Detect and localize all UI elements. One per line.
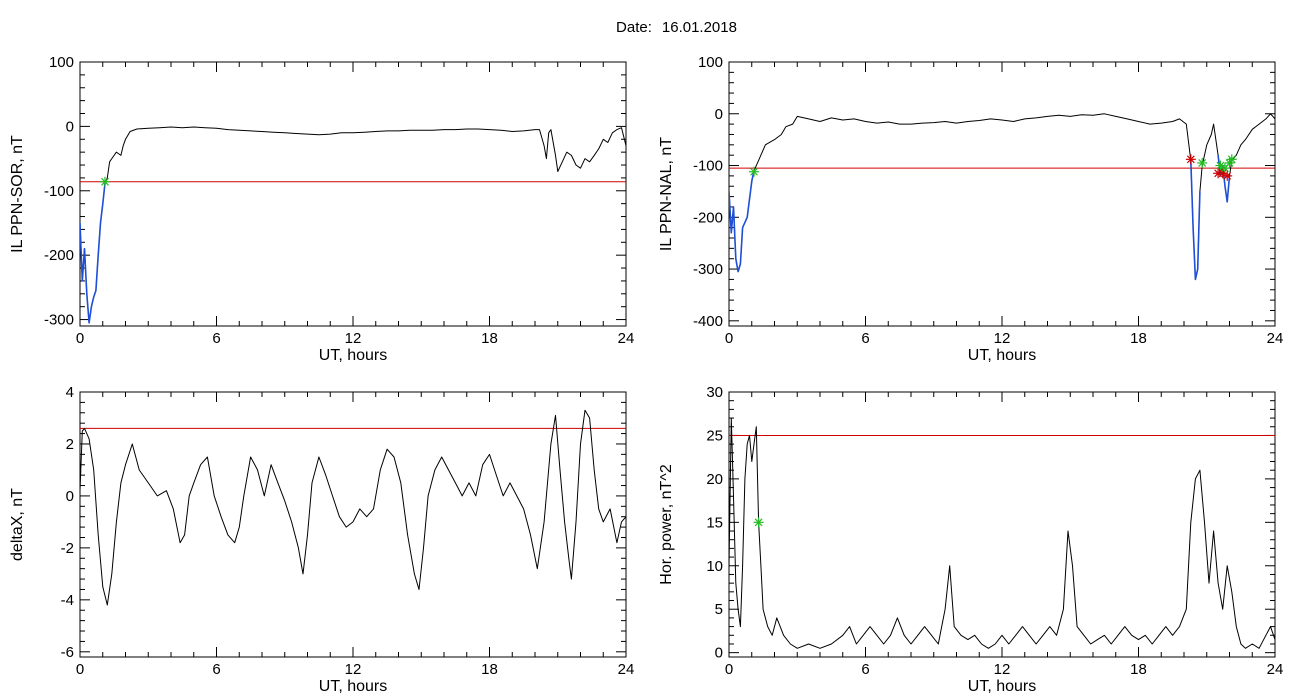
x-axis-label: UT, hours (968, 678, 1036, 695)
y-tick-label: -200 (44, 247, 74, 264)
marker-stroke (1198, 159, 1207, 167)
y-tick-label: 0 (66, 488, 74, 505)
marker-green (100, 176, 111, 187)
x-axis-label: UT, hours (319, 347, 387, 364)
y-tick-label: 10 (706, 558, 723, 575)
marker-stroke (1227, 155, 1236, 164)
y-axis-label: deltaX, nT (9, 488, 26, 561)
date-value: 16.01.2018 (661, 19, 737, 36)
series-line (729, 113, 1275, 280)
chart-hor-power: 0 6 12 18 24 30 25 20 15 10 5 0 UT, hours Hor. power,… (658, 384, 1283, 695)
x-tick-label: 24 (618, 330, 635, 347)
y-tick-label: -100 (693, 158, 723, 175)
marker-green (1226, 154, 1237, 165)
plot-area (729, 113, 1275, 281)
x-tick-label: 18 (1130, 330, 1147, 347)
x-tick-label: 12 (345, 661, 362, 678)
highlight-series-line (80, 183, 106, 324)
highlight-series-line (729, 170, 755, 273)
series-line (729, 417, 1275, 649)
y-tick-label: -400 (693, 313, 723, 330)
y-tick-label: -4 (61, 592, 74, 609)
page-title: Date: 16.01.2018 (0, 19, 1300, 36)
marker-red (1185, 154, 1196, 165)
marker-green (749, 166, 760, 177)
y-tick-label: 100 (49, 54, 74, 71)
y-tick-label: -100 (44, 183, 74, 200)
x-tick-label: 0 (725, 661, 733, 678)
y-tick-label: 0 (66, 118, 74, 135)
chart-deltax: 0 6 12 18 24 4 2 0 -2 -4 -6 UT, hours deltaX, nT (9, 384, 634, 695)
y-tick-label: 0 (715, 106, 723, 123)
x-tick-label: 0 (76, 661, 84, 678)
plot-area (729, 417, 1275, 649)
chart-ppn-sor: 0 6 12 18 24 100 0 -100 -200 -300 UT, hours IL PPN-… (9, 54, 634, 364)
plot-area (80, 126, 626, 324)
y-axis-label: IL PPN-SOR, nT (9, 135, 26, 253)
marker-stroke (750, 167, 758, 176)
y-tick-label: 0 (715, 645, 723, 662)
plot-frame (728, 61, 1276, 327)
y-tick-label: 20 (706, 471, 723, 488)
x-tick-label: 0 (76, 330, 84, 347)
plot-area (80, 409, 626, 606)
marker-stroke (101, 177, 109, 186)
x-tick-label: 6 (861, 661, 869, 678)
x-tick-label: 24 (618, 661, 635, 678)
y-axis-label: IL PPN-NAL, nT (658, 137, 675, 251)
marker-stroke (1216, 161, 1225, 170)
y-tick-label: 2 (66, 436, 74, 453)
y-tick-label: -300 (693, 261, 723, 278)
series-line (80, 409, 626, 606)
marker-stroke (1223, 171, 1232, 180)
y-tick-label: -6 (61, 644, 74, 661)
x-tick-label: 24 (1267, 661, 1284, 678)
y-tick-label: 25 (706, 427, 723, 444)
x-axis-label: UT, hours (968, 347, 1036, 364)
y-axis-label: Hor. power, nT^2 (658, 464, 675, 585)
y-tick-label: -200 (693, 209, 723, 226)
y-tick-label: 30 (706, 384, 723, 401)
marker-green (1197, 157, 1208, 168)
x-tick-label: 24 (1267, 330, 1284, 347)
marker-stroke (1186, 155, 1195, 164)
chart-ppn-nal: 0 6 12 18 24 100 0 -100 -200 -300 -400 UT, hours IL … (658, 54, 1283, 364)
plot-frame (728, 391, 1276, 658)
highlight-series-line (1190, 160, 1201, 281)
x-tick-label: 18 (1130, 661, 1147, 678)
marker-red (1222, 170, 1233, 181)
y-tick-label: -300 (44, 312, 74, 329)
x-tick-label: 0 (725, 330, 733, 347)
series-line (80, 126, 626, 324)
x-tick-label: 18 (481, 330, 498, 347)
marker-stroke (754, 518, 763, 527)
x-tick-label: 12 (994, 661, 1011, 678)
y-tick-label: 5 (715, 601, 723, 618)
date-label: Date: (616, 19, 652, 36)
x-axis-label: UT, hours (319, 678, 387, 695)
y-tick-label: -2 (61, 540, 74, 557)
x-tick-label: 6 (212, 661, 220, 678)
marker-green (753, 517, 764, 528)
x-tick-label: 12 (345, 330, 362, 347)
plot-frame (79, 61, 627, 327)
x-tick-label: 6 (212, 330, 220, 347)
x-tick-label: 6 (861, 330, 869, 347)
y-tick-label: 4 (66, 384, 74, 401)
x-tick-label: 12 (994, 330, 1011, 347)
y-tick-label: 100 (698, 54, 723, 71)
x-tick-label: 18 (481, 661, 498, 678)
y-tick-label: 15 (706, 514, 723, 531)
